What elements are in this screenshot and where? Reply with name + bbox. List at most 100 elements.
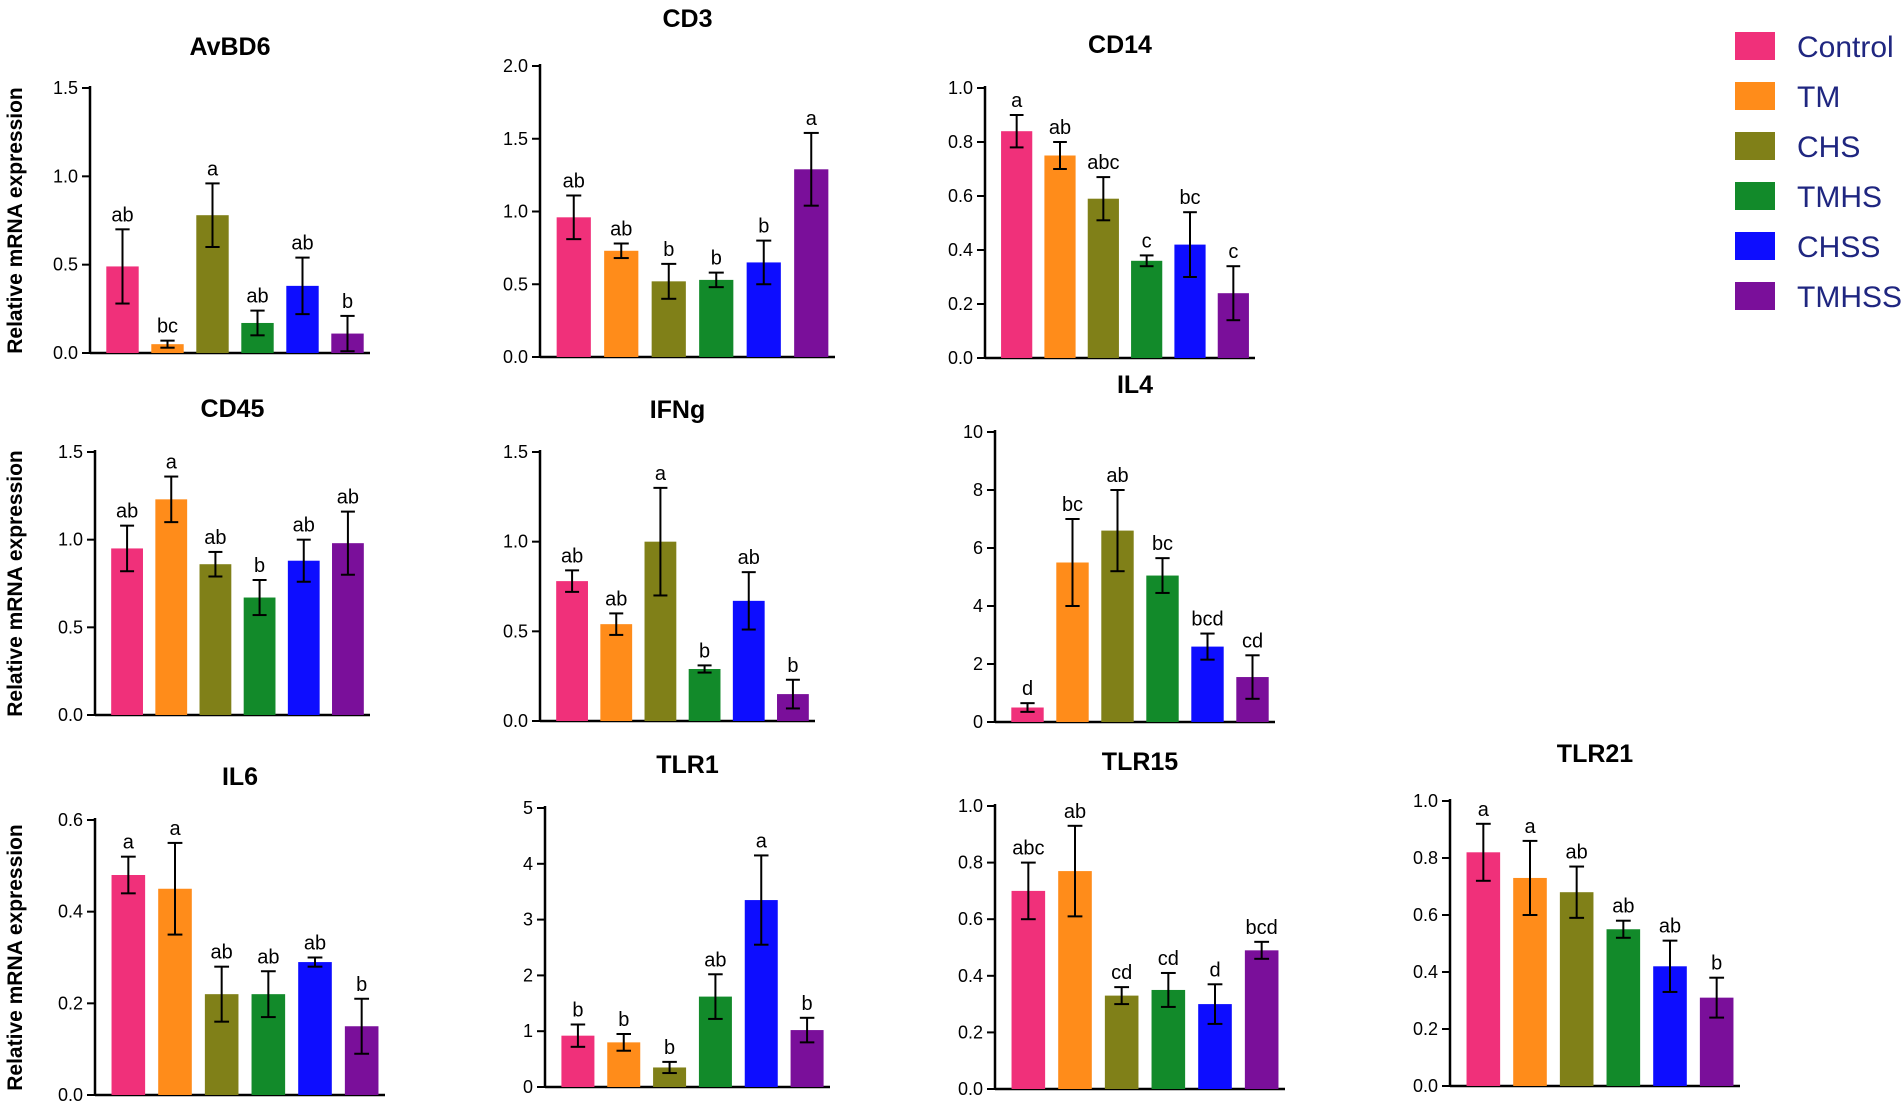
y-tick-label: 1.0: [948, 78, 973, 98]
significance-label: abc: [1087, 152, 1119, 174]
significance-label: a: [166, 452, 178, 474]
significance-label: bc: [157, 316, 178, 338]
error-bar: [697, 664, 712, 674]
legend-label: CHSS: [1797, 231, 1880, 264]
legend-swatch: [1735, 32, 1775, 60]
y-tick-label: 1: [523, 1021, 533, 1041]
bar-tmhs: [1146, 575, 1179, 722]
legend: Control TM CHS TMHS CHSS TMHSS: [1735, 31, 1902, 314]
y-tick-label: 0.0: [58, 705, 83, 725]
error-bar: [260, 970, 276, 1019]
significance-label: c: [1142, 230, 1152, 252]
error-bar: [340, 314, 355, 353]
significance-label: b: [699, 640, 710, 662]
error-bar: [307, 956, 323, 968]
significance-label: ab: [257, 946, 279, 968]
bar-chss: [287, 560, 320, 715]
bar-tm: [600, 624, 633, 721]
y-tick-label: 1.5: [58, 442, 83, 462]
significance-label: b: [802, 993, 813, 1015]
y-tick-label: 0.0: [503, 347, 528, 367]
y-tick-label: 0.6: [1413, 905, 1438, 925]
error-bar: [1096, 176, 1111, 222]
y-tick-label: 0.0: [58, 1085, 83, 1105]
y-tick-label: 1.0: [958, 796, 983, 816]
significance-label: cd: [1242, 630, 1263, 652]
significance-label: b: [664, 1037, 675, 1059]
error-bar: [295, 256, 310, 316]
significance-label: ab: [563, 170, 585, 192]
error-bar: [1110, 489, 1125, 573]
significance-label: ab: [1064, 801, 1086, 823]
y-tick-label: 4: [523, 854, 533, 874]
significance-label: b: [758, 216, 769, 238]
error-bar: [160, 339, 175, 349]
error-bar: [1709, 976, 1725, 1019]
significance-label: ab: [605, 588, 627, 610]
legend-item-tm: TM: [1735, 81, 1840, 114]
error-bar: [296, 538, 311, 583]
bar-tmhss: [1244, 950, 1279, 1089]
y-tick-label: 0.8: [958, 853, 983, 873]
bar-control: [111, 548, 143, 715]
error-bar: [340, 510, 355, 576]
legend-swatch: [1735, 232, 1775, 260]
error-bar: [120, 524, 135, 573]
error-bar: [708, 271, 724, 289]
y-axis-label: Relative mRNA expression: [4, 87, 27, 354]
y-tick-label: 0.0: [948, 348, 973, 368]
error-bar: [1114, 986, 1130, 1006]
error-bar: [1065, 518, 1080, 607]
significance-label: ab: [204, 527, 226, 549]
legend-label: TMHSS: [1797, 281, 1902, 314]
panel-title: IL4: [1117, 371, 1153, 399]
bar-tm: [604, 250, 639, 357]
y-tick-label: 1.0: [58, 530, 83, 550]
bar-control: [556, 217, 591, 357]
error-bar: [1020, 861, 1036, 921]
y-tick-label: 0.5: [58, 617, 83, 637]
error-bar: [1226, 265, 1241, 322]
error-bar: [1020, 702, 1035, 713]
significance-label: ab: [1049, 117, 1071, 139]
error-bar: [1160, 971, 1176, 1008]
significance-label: ab: [337, 487, 359, 509]
error-bar: [1245, 654, 1260, 700]
panel-tlr21: TLR21 0.0 0.2 0.4 0.6 0.8 1.0 a a ab ab ab b: [1413, 740, 1740, 1096]
significance-label: bcd: [1246, 917, 1278, 939]
legend-item-control: Control: [1735, 31, 1894, 64]
error-bar: [609, 612, 624, 636]
y-tick-label: 0.8: [948, 132, 973, 152]
significance-label: bcd: [1191, 609, 1223, 631]
y-tick-label: 8: [973, 480, 983, 500]
y-tick-label: 0.2: [958, 1022, 983, 1042]
significance-label: ab: [561, 545, 583, 567]
bar-control: [556, 581, 588, 721]
significance-label: b: [356, 974, 367, 996]
panel-avbd6: AvBD6 Relative mRNA expression 0.0 0.5 1.0 1.…: [4, 33, 370, 363]
y-tick-label: 1.0: [1413, 791, 1438, 811]
error-bar: [214, 965, 230, 1023]
significance-label: ab: [610, 219, 632, 241]
error-bar: [1009, 114, 1024, 149]
panel-title: TLR21: [1557, 740, 1634, 768]
bar-tm: [1044, 155, 1076, 358]
y-tick-label: 0.0: [53, 343, 78, 363]
y-axis-label: Relative mRNA expression: [4, 824, 27, 1091]
error-bar: [662, 1060, 677, 1075]
y-tick-label: 1.0: [503, 532, 528, 552]
significance-label: ab: [1659, 916, 1681, 938]
y-tick-label: 0.4: [958, 966, 983, 986]
significance-label: b: [342, 291, 353, 313]
significance-label: a: [1011, 90, 1023, 112]
y-tick-label: 0.6: [958, 909, 983, 929]
significance-label: ab: [1612, 896, 1634, 918]
y-tick-label: 3: [523, 910, 533, 930]
significance-label: ab: [1106, 465, 1128, 487]
error-bar: [1662, 939, 1678, 993]
significance-label: bc: [1062, 494, 1083, 516]
error-bar: [1569, 865, 1585, 919]
